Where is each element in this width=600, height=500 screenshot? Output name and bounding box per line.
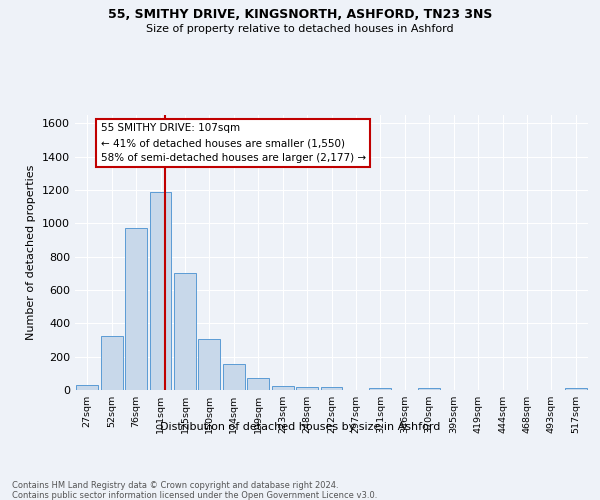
Bar — [247, 378, 269, 390]
Bar — [76, 385, 98, 390]
Bar — [320, 387, 343, 390]
Bar — [370, 388, 391, 390]
Text: 55 SMITHY DRIVE: 107sqm
← 41% of detached houses are smaller (1,550)
58% of semi: 55 SMITHY DRIVE: 107sqm ← 41% of detache… — [101, 123, 366, 163]
Bar — [101, 336, 122, 390]
Bar — [149, 192, 172, 390]
Text: Size of property relative to detached houses in Ashford: Size of property relative to detached ho… — [146, 24, 454, 34]
Bar — [125, 228, 147, 390]
Text: Distribution of detached houses by size in Ashford: Distribution of detached houses by size … — [160, 422, 440, 432]
Bar — [174, 274, 196, 390]
Text: Contains HM Land Registry data © Crown copyright and database right 2024.
Contai: Contains HM Land Registry data © Crown c… — [12, 480, 377, 500]
Bar — [199, 339, 220, 390]
Text: 55, SMITHY DRIVE, KINGSNORTH, ASHFORD, TN23 3NS: 55, SMITHY DRIVE, KINGSNORTH, ASHFORD, T… — [108, 8, 492, 20]
Bar — [565, 388, 587, 390]
Bar — [296, 387, 318, 390]
Y-axis label: Number of detached properties: Number of detached properties — [26, 165, 37, 340]
Bar — [223, 364, 245, 390]
Bar — [272, 386, 293, 390]
Bar — [418, 388, 440, 390]
